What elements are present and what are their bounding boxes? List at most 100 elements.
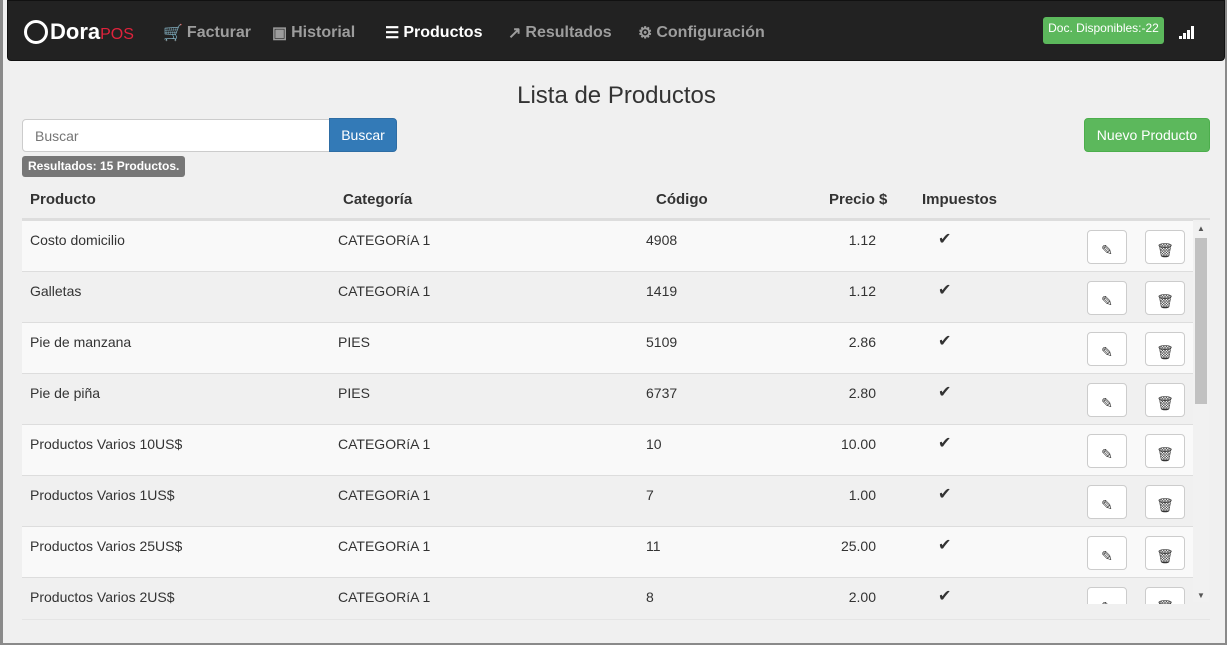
edit-button[interactable]: ✎	[1087, 383, 1127, 417]
money-icon: ▣	[272, 25, 288, 42]
cell-codigo: 11	[646, 538, 661, 554]
page-title: Lista de Productos	[517, 82, 716, 109]
check-icon: ✔	[938, 435, 952, 452]
docs-available-badge[interactable]: Doc. Disponibles:-22	[1043, 17, 1164, 44]
trash-icon: 🗑	[1156, 446, 1174, 462]
cell-categoria: PIES	[338, 385, 370, 401]
edit-button[interactable]: ✎	[1087, 536, 1127, 570]
trash-icon: 🗑	[1156, 395, 1174, 411]
cell-precio: 2.80	[848, 385, 876, 401]
cell-categoria: CATEGORíA 1	[338, 232, 431, 248]
header-producto[interactable]: Producto	[30, 191, 96, 208]
edit-button[interactable]: ✎	[1087, 332, 1127, 366]
nav-label: Resultados	[525, 24, 612, 41]
navbar: Dora POS 🛒 Facturar ▣ Historial ☰ Productos…	[7, 0, 1225, 61]
table-row: Costo domicilio CATEGORíA 1 4908 1.12 ✔ …	[22, 220, 1193, 271]
scrollbar-thumb[interactable]	[1195, 238, 1207, 404]
nav-configuracion[interactable]: ⚙ Configuración	[638, 23, 765, 43]
delete-button[interactable]: 🗑	[1145, 332, 1185, 366]
divider	[22, 619, 1210, 620]
nav-resultados[interactable]: ↗ Resultados	[508, 23, 612, 43]
cell-precio: 1.12	[848, 232, 876, 248]
nav-historial[interactable]: ▣ Historial	[272, 23, 355, 43]
chart-line-icon: ↗	[508, 25, 522, 42]
nav-label: Historial	[291, 24, 356, 41]
cell-producto: Productos Varios 25US$	[30, 538, 183, 554]
brand-name: Dora	[50, 19, 101, 44]
delete-button[interactable]: 🗑	[1145, 383, 1185, 417]
header-precio[interactable]: Precio $	[829, 191, 888, 208]
scrollbar[interactable]: ▲ ▼	[1193, 222, 1209, 602]
cell-producto: Pie de piña	[30, 385, 101, 401]
cell-precio: 2.86	[848, 334, 876, 350]
header-impuestos[interactable]: Impuestos	[922, 191, 998, 208]
pencil-icon: ✎	[1101, 293, 1113, 309]
header-codigo[interactable]: Código	[656, 191, 708, 208]
cell-codigo: 10	[646, 436, 662, 452]
search-button[interactable]: Buscar	[329, 118, 397, 152]
trash-icon: 🗑	[1156, 344, 1174, 360]
cell-producto: Productos Varios 2US$	[30, 589, 175, 604]
table-header: Producto Categoría Código Precio $ Impue…	[22, 185, 1210, 220]
nav-facturar[interactable]: 🛒 Facturar	[163, 23, 251, 43]
logo-chart-icon	[24, 20, 48, 44]
pencil-icon: ✎	[1101, 395, 1113, 411]
cell-categoria: PIES	[338, 334, 370, 350]
table-row: Productos Varios 25US$ CATEGORíA 1 11 25…	[22, 526, 1193, 577]
cell-producto: Productos Varios 10US$	[30, 436, 183, 452]
edit-button[interactable]: ✎	[1087, 434, 1127, 468]
nav-label: Productos	[403, 24, 483, 41]
trash-icon: 🗑	[1156, 293, 1174, 309]
delete-button[interactable]: 🗑	[1145, 281, 1185, 315]
pencil-icon: ✎	[1101, 497, 1113, 513]
cell-producto: Pie de manzana	[30, 334, 132, 350]
check-icon: ✔	[938, 588, 952, 604]
header-categoria[interactable]: Categoría	[343, 191, 413, 208]
delete-button[interactable]: 🗑	[1145, 587, 1185, 604]
results-count-badge: Resultados: 15 Productos.	[22, 156, 186, 177]
cell-producto: Productos Varios 1US$	[30, 487, 175, 503]
check-icon: ✔	[938, 231, 952, 248]
trash-icon: 🗑	[1156, 548, 1174, 564]
brand-logo[interactable]: Dora POS	[24, 19, 134, 45]
table-row: Productos Varios 2US$ CATEGORíA 1 8 2.00…	[22, 577, 1193, 604]
table-row: Galletas CATEGORíA 1 1419 1.12 ✔ ✎ 🗑	[22, 271, 1193, 322]
trash-icon: 🗑	[1156, 497, 1174, 513]
pencil-icon: ✎	[1101, 242, 1113, 258]
delete-button[interactable]: 🗑	[1145, 434, 1185, 468]
check-icon: ✔	[938, 486, 952, 503]
nav-productos[interactable]: ☰ Productos	[385, 23, 482, 43]
table-row: Productos Varios 1US$ CATEGORíA 1 7 1.00…	[22, 475, 1193, 526]
cell-codigo: 5109	[646, 334, 678, 350]
check-icon: ✔	[938, 333, 952, 350]
cart-icon: 🛒	[163, 25, 183, 42]
pencil-icon: ✎	[1101, 548, 1113, 564]
table-row: Productos Varios 10US$ CATEGORíA 1 10 10…	[22, 424, 1193, 475]
check-icon: ✔	[938, 537, 952, 554]
cell-codigo: 8	[646, 589, 654, 604]
cell-categoria: CATEGORíA 1	[338, 283, 431, 299]
delete-button[interactable]: 🗑	[1145, 230, 1185, 264]
edit-button[interactable]: ✎	[1087, 230, 1127, 264]
nav-label: Configuración	[656, 24, 765, 41]
edit-button[interactable]: ✎	[1087, 281, 1127, 315]
check-icon: ✔	[938, 282, 952, 299]
pencil-icon: ✎	[1101, 446, 1113, 462]
edit-button[interactable]: ✎	[1087, 485, 1127, 519]
cell-categoria: CATEGORíA 1	[338, 487, 431, 503]
cell-producto: Costo domicilio	[30, 232, 125, 248]
list-icon: ☰	[385, 25, 400, 42]
search-input[interactable]	[22, 119, 330, 152]
brand-suffix: POS	[100, 26, 134, 43]
trash-icon: 🗑	[1156, 599, 1174, 604]
cell-categoria: CATEGORíA 1	[338, 589, 431, 604]
nav-label: Facturar	[186, 24, 251, 41]
edit-button[interactable]: ✎	[1087, 587, 1127, 604]
delete-button[interactable]: 🗑	[1145, 485, 1185, 519]
check-icon: ✔	[938, 384, 952, 401]
pencil-icon: ✎	[1101, 344, 1113, 360]
signal-icon[interactable]	[1179, 25, 1194, 39]
delete-button[interactable]: 🗑	[1145, 536, 1185, 570]
cell-precio: 10.00	[840, 436, 876, 452]
new-product-button[interactable]: Nuevo Producto	[1084, 118, 1210, 152]
